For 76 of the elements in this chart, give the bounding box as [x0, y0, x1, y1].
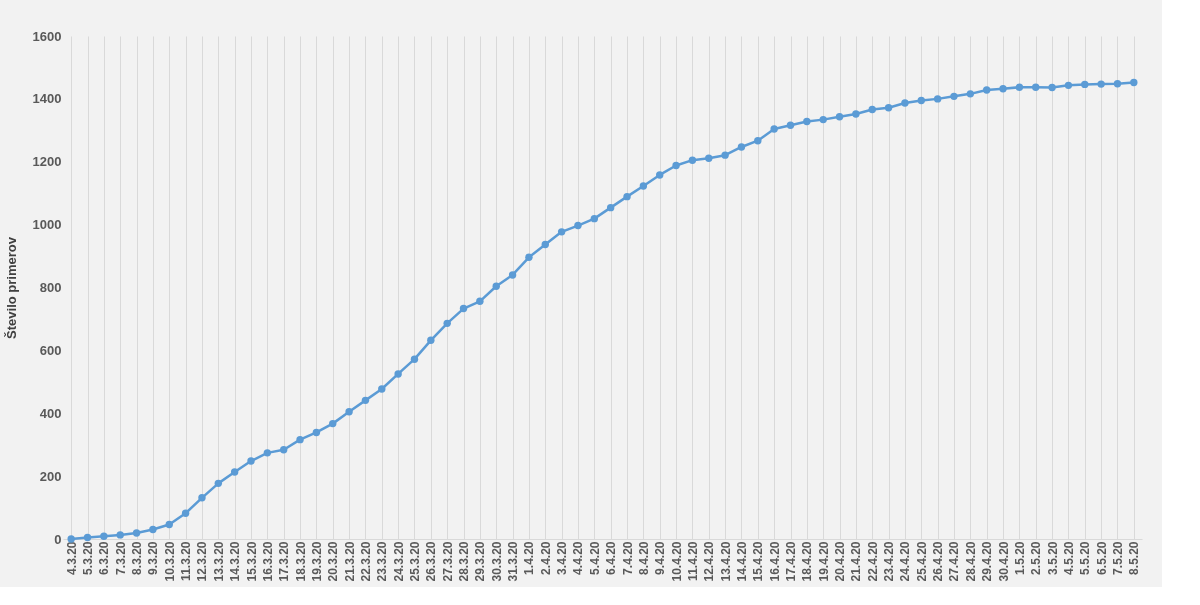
x-tick-label: 31.3.20 — [506, 541, 521, 582]
x-tick-label: 6.3.20 — [97, 541, 112, 575]
x-tick-label: 5.4.20 — [587, 541, 602, 575]
x-tick-label: 17.4.20 — [784, 541, 799, 582]
x-tick-label: 14.4.20 — [734, 541, 749, 582]
x-tick-label: 26.3.20 — [424, 541, 439, 582]
x-tick-label: 11.4.20 — [685, 541, 700, 581]
x-tick-label: 27.4.20 — [947, 541, 962, 582]
x-tick-label: 18.4.20 — [800, 541, 815, 582]
x-tick-label: 28.4.20 — [963, 541, 978, 582]
x-tick-label: 15.4.20 — [751, 541, 766, 582]
y-tick-label: 0 — [54, 531, 62, 547]
x-tick-label: 26.4.20 — [931, 541, 946, 582]
y-tick-label: 800 — [39, 280, 62, 295]
x-tick-label: 17.3.20 — [277, 541, 292, 582]
x-tick-label: 8.5.20 — [1127, 541, 1142, 575]
x-tick-label: 22.3.20 — [358, 541, 373, 582]
x-tick-label: 19.4.20 — [816, 541, 831, 582]
y-tick-label: 1200 — [32, 154, 62, 170]
x-tick-label: 7.4.20 — [620, 541, 635, 575]
y-tick-label: 400 — [39, 405, 62, 421]
x-tick-label: 16.3.20 — [260, 541, 275, 582]
x-tick-label: 20.4.20 — [833, 541, 848, 582]
x-tick-label: 12.3.20 — [195, 541, 210, 582]
y-tick-label: 1400 — [32, 91, 62, 107]
y-axis-title: Število primerov — [3, 236, 19, 339]
x-tick-label: 1.4.20 — [522, 541, 537, 575]
x-tick-label: 8.3.20 — [130, 541, 145, 575]
y-tick-label: 1600 — [32, 28, 62, 44]
x-tick-label: 16.4.20 — [767, 541, 782, 582]
x-tick-label: 24.3.20 — [391, 541, 406, 582]
y-tick-label: 1000 — [32, 217, 62, 233]
x-tick-label: 18.3.20 — [293, 541, 308, 582]
x-tick-label: 13.3.20 — [211, 541, 226, 582]
x-tick-label: 29.4.20 — [980, 541, 995, 582]
x-tick-label: 25.4.20 — [914, 541, 929, 582]
x-tick-label: 23.3.20 — [375, 541, 390, 582]
x-tick-label: 27.3.20 — [440, 541, 455, 582]
x-tick-label: 2.5.20 — [1029, 541, 1044, 575]
x-tick-label: 1.5.20 — [1012, 541, 1027, 575]
x-tick-label: 9.3.20 — [146, 541, 161, 575]
x-tick-label: 15.3.20 — [244, 541, 259, 582]
x-tick-label: 28.3.20 — [457, 541, 472, 582]
x-tick-label: 25.3.20 — [407, 541, 422, 582]
x-tick-label: 8.4.20 — [636, 541, 651, 575]
x-tick-label: 3.4.20 — [555, 541, 570, 575]
x-tick-label: 23.4.20 — [882, 541, 897, 582]
x-tick-label: 6.5.20 — [1094, 541, 1109, 575]
x-tick-label: 4.4.20 — [571, 541, 586, 575]
x-tick-label: 12.4.20 — [702, 541, 717, 582]
y-tick-label: 200 — [39, 468, 62, 484]
y-tick-label: 600 — [39, 342, 62, 358]
x-tick-label: 21.3.20 — [342, 541, 357, 582]
x-tick-label: 7.3.20 — [113, 541, 128, 575]
x-tick-label: 22.4.20 — [865, 541, 880, 582]
x-tick-label: 4.5.20 — [1061, 541, 1076, 575]
x-tick-label: 5.3.20 — [81, 541, 96, 575]
x-tick-label: 10.3.20 — [162, 541, 177, 582]
x-tick-label: 19.3.20 — [309, 541, 324, 582]
x-tick-label: 10.4.20 — [669, 541, 684, 582]
x-tick-label: 2.4.20 — [538, 541, 553, 575]
x-tick-label: 14.3.20 — [228, 541, 243, 582]
x-tick-label: 7.5.20 — [1110, 541, 1125, 575]
x-tick-label: 4.3.20 — [64, 541, 79, 575]
x-tick-label: 9.4.20 — [653, 541, 668, 575]
x-tick-label: 13.4.20 — [718, 541, 733, 582]
x-tick-label: 30.4.20 — [996, 541, 1011, 582]
x-tick-label: 29.3.20 — [473, 541, 488, 582]
x-tick-label: 5.5.20 — [1078, 541, 1093, 575]
x-tick-label: 20.3.20 — [326, 541, 341, 582]
x-tick-label: 30.3.20 — [489, 541, 504, 582]
x-tick-label: 6.4.20 — [604, 541, 619, 575]
x-tick-label: 24.4.20 — [898, 541, 913, 582]
x-tick-label: 3.5.20 — [1045, 541, 1060, 575]
x-tick-label: 21.4.20 — [849, 541, 864, 582]
x-tick-label: 11.3.20 — [179, 541, 194, 581]
